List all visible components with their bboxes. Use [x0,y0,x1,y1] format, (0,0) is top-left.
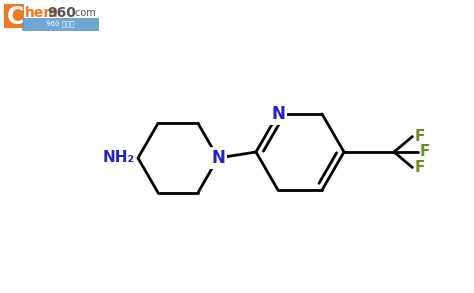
Text: .com: .com [72,8,96,18]
Text: 960: 960 [47,6,76,20]
Text: 960 化工网: 960 化工网 [46,21,74,27]
Text: N: N [211,149,225,167]
Text: C: C [7,5,24,29]
FancyBboxPatch shape [22,18,99,31]
Text: NH₂: NH₂ [103,151,135,166]
Text: hem: hem [25,6,59,20]
Text: F: F [414,160,425,175]
FancyBboxPatch shape [4,4,24,28]
Text: F: F [420,144,430,159]
Text: F: F [414,129,425,144]
Text: N: N [271,105,285,123]
